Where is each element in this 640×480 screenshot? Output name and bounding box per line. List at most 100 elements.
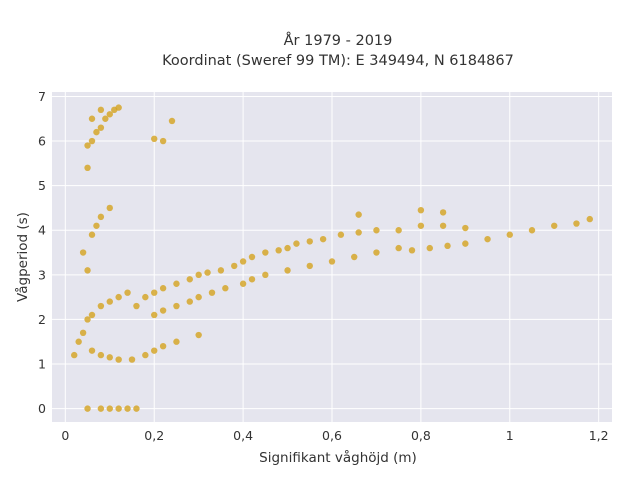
scatter-point <box>151 289 158 296</box>
scatter-point <box>151 347 158 354</box>
scatter-point <box>586 215 593 223</box>
scatter-point <box>306 238 313 245</box>
y-axis-title: Vågperiod (s) <box>14 212 31 302</box>
scatter-point <box>75 338 82 345</box>
scatter-point <box>71 351 78 359</box>
scatter-point <box>88 115 96 122</box>
scatter-point <box>186 298 193 305</box>
scatter-point <box>84 142 91 149</box>
scatter-point <box>328 258 336 265</box>
scatter-point <box>102 115 109 122</box>
scatter-point <box>355 229 362 236</box>
scatter-point <box>93 222 100 229</box>
scatter-point <box>84 267 91 274</box>
scatter-point <box>506 231 513 238</box>
scatter-point <box>239 258 247 265</box>
scatter-point <box>275 247 282 254</box>
x-tick-label: 0,2 <box>144 428 164 443</box>
chart-subtitle: Koordinat (Sweref 99 TM): E 349494, N 61… <box>162 53 514 69</box>
scatter-point <box>208 289 216 296</box>
scatter-point <box>293 240 300 247</box>
scatter-point <box>195 331 202 339</box>
scatter-point <box>337 231 345 238</box>
x-axis-title: Signifikant våghöjd (m) <box>259 449 417 466</box>
y-tick-label: 7 <box>38 89 46 104</box>
y-tick-label: 4 <box>38 223 46 238</box>
scatter-point <box>395 244 402 252</box>
scatter-point <box>115 293 122 301</box>
scatter-point <box>528 227 536 234</box>
x-tick-label: 0 <box>61 428 69 443</box>
scatter-point <box>262 271 269 279</box>
scatter-point <box>195 271 202 279</box>
scatter-point <box>133 405 140 412</box>
scatter-point <box>106 298 113 305</box>
scatter-point <box>115 356 122 363</box>
scatter-point <box>79 249 87 256</box>
scatter-point <box>426 244 433 252</box>
scatter-point <box>128 356 136 363</box>
scatter-point <box>173 338 180 345</box>
scatter-point <box>133 302 140 310</box>
scatter-point <box>195 293 202 301</box>
scatter-point <box>97 124 105 131</box>
scatter-point <box>306 262 313 270</box>
scatter-point <box>395 227 402 234</box>
scatter-point <box>319 235 327 243</box>
scatter-point <box>462 224 469 232</box>
scatter-point <box>373 227 380 234</box>
y-tick-label: 5 <box>38 178 46 193</box>
scatter-point <box>159 342 167 350</box>
scatter-point <box>97 405 105 412</box>
scatter-point <box>355 211 362 218</box>
scatter-point <box>284 267 291 274</box>
scatter-point <box>222 285 229 292</box>
scatter-point <box>142 293 149 301</box>
scatter-point <box>168 117 176 125</box>
y-tick-label: 2 <box>38 312 46 327</box>
scatter-point <box>231 262 238 270</box>
scatter-point <box>93 128 100 136</box>
scatter-point <box>88 311 96 319</box>
scatter-point <box>484 235 491 243</box>
scatter-point <box>417 222 425 229</box>
scatter-point <box>462 240 469 247</box>
scatter-point <box>142 351 149 359</box>
scatter-point <box>88 231 96 238</box>
scatter-point <box>115 104 122 111</box>
scatter-point <box>204 269 211 276</box>
scatter-point <box>573 220 580 227</box>
scatter-point <box>439 222 447 229</box>
scatter-point <box>97 302 105 310</box>
scatter-point <box>97 351 105 359</box>
scatter-point <box>159 137 167 145</box>
scatter-point <box>88 137 96 145</box>
y-tick-label: 3 <box>38 267 46 282</box>
x-tick-label: 0,8 <box>411 428 431 443</box>
scatter-point <box>124 289 131 296</box>
scatter-point <box>173 302 180 310</box>
scatter-point <box>97 106 105 114</box>
scatter-point <box>248 276 256 283</box>
scatter-point <box>551 222 558 229</box>
chart-title: År 1979 - 2019 <box>284 32 393 49</box>
scatter-point <box>351 253 358 261</box>
x-tick-label: 0,6 <box>322 428 342 443</box>
scatter-point <box>106 354 113 361</box>
x-tick-label: 1 <box>506 428 514 443</box>
scatter-point <box>284 244 291 252</box>
scatter-point <box>239 280 247 287</box>
scatter-point <box>97 213 105 221</box>
scatter-point <box>88 347 96 354</box>
scatter-point <box>84 164 91 172</box>
y-tick-label: 6 <box>38 134 46 149</box>
scatter-point <box>84 316 91 323</box>
scatter-point <box>186 276 193 283</box>
scatter-point <box>106 111 113 118</box>
scatter-point <box>124 405 131 412</box>
scatter-point <box>106 204 113 212</box>
scatter-point <box>444 242 451 250</box>
scatter-point <box>262 249 269 256</box>
scatter-point <box>173 280 180 287</box>
